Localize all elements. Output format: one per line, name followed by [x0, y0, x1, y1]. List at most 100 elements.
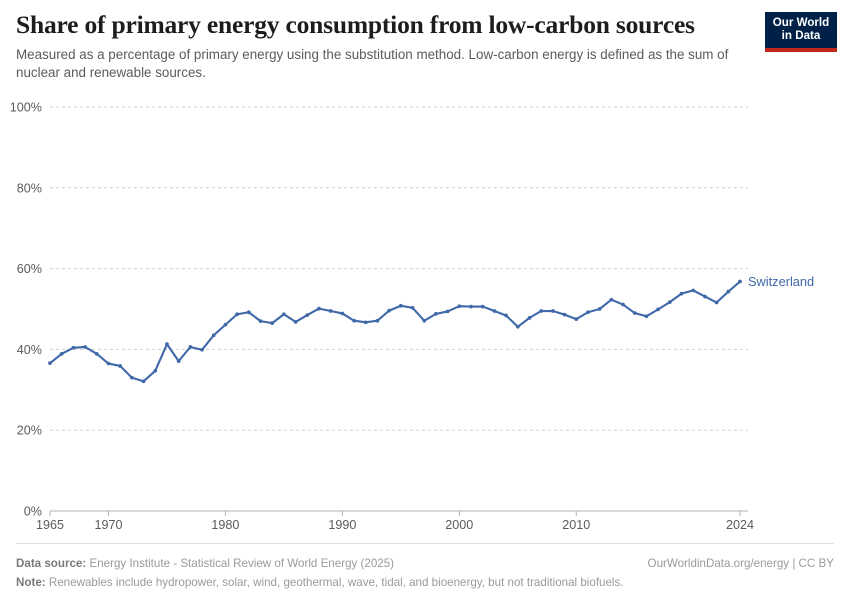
series-data-point[interactable] [714, 300, 719, 305]
x-axis-tick-label: 1990 [328, 518, 356, 532]
series-data-point[interactable] [305, 313, 310, 317]
owid-logo-line1: Our World [772, 16, 830, 30]
series-data-point[interactable] [586, 310, 590, 315]
x-axis-tick-label: 1965 [36, 518, 64, 532]
series-data-point[interactable] [422, 318, 427, 323]
series-data-point[interactable] [504, 313, 508, 318]
series-data-point[interactable] [153, 368, 158, 373]
series-data-point[interactable] [211, 333, 216, 338]
chart-x-axis [49, 510, 748, 516]
series-data-point[interactable] [317, 306, 321, 311]
series-data-point[interactable] [130, 375, 134, 380]
y-axis-tick-label: 80% [17, 181, 42, 195]
series-data-point[interactable] [597, 307, 602, 311]
series-data-point[interactable] [188, 345, 193, 349]
series-data-point[interactable] [118, 364, 123, 368]
series-data-point[interactable] [679, 291, 684, 296]
series-data-point[interactable] [59, 351, 64, 356]
series-data-point[interactable] [539, 309, 544, 313]
series-data-point[interactable] [492, 309, 497, 313]
series-data-point[interactable] [527, 316, 532, 320]
series-data-point[interactable] [165, 342, 169, 346]
chart-series-labels[interactable]: Switzerland [748, 274, 814, 289]
series-data-point[interactable] [270, 321, 275, 325]
series-data-point[interactable] [375, 318, 380, 323]
series-data-point[interactable] [726, 289, 731, 294]
series-data-point[interactable] [200, 347, 204, 352]
series-data-point[interactable] [703, 294, 707, 299]
series-data-point[interactable] [609, 297, 614, 302]
footer-divider [16, 543, 834, 544]
chart-series-group[interactable] [48, 279, 742, 384]
series-data-point[interactable] [551, 309, 555, 313]
chart-footer: Data source: Energy Institute - Statisti… [16, 557, 834, 589]
series-data-point[interactable] [106, 361, 111, 366]
series-data-point[interactable] [621, 302, 625, 307]
footer-note-row: Note: Renewables include hydropower, sol… [16, 576, 834, 589]
series-data-point[interactable] [328, 309, 333, 313]
x-axis-tick-label: 2024 [726, 518, 754, 532]
series-data-point[interactable] [632, 311, 637, 315]
chart-x-axis-labels: 1965 1970 1980 1990 2000 2010 2024 [36, 518, 754, 532]
series-data-point[interactable] [399, 303, 403, 308]
series-end-label[interactable]: Switzerland [748, 274, 814, 289]
series-data-point[interactable] [515, 324, 520, 329]
series-data-point[interactable] [738, 279, 742, 284]
series-data-point[interactable] [434, 312, 438, 316]
series-data-point[interactable] [94, 351, 99, 356]
series-data-point[interactable] [141, 379, 146, 384]
footer-source-text: Energy Institute - Statistical Review of… [89, 557, 395, 570]
owid-logo[interactable]: Our World in Data [765, 12, 837, 52]
chart-subtitle: Measured as a percentage of primary ener… [16, 47, 729, 81]
series-data-point[interactable] [656, 307, 660, 312]
footer-source-label: Data source: [16, 557, 87, 570]
series-data-point[interactable] [71, 345, 76, 350]
series-data-point[interactable] [235, 312, 239, 317]
x-axis-tick-label: 2010 [562, 518, 590, 532]
series-data-point[interactable] [48, 361, 52, 365]
series-data-point[interactable] [387, 308, 391, 313]
series-data-point[interactable] [644, 314, 649, 319]
series-data-point[interactable] [340, 311, 345, 316]
series-data-point[interactable] [258, 319, 263, 323]
series-data-point[interactable] [667, 300, 672, 304]
x-axis-tick-label: 2000 [445, 518, 473, 532]
owid-logo-line2: in Data [781, 29, 821, 42]
footer-source-row: Data source: Energy Institute - Statisti… [16, 557, 834, 570]
series-data-point[interactable] [410, 305, 415, 310]
y-axis-tick-label: 60% [17, 262, 42, 276]
series-data-point[interactable] [176, 359, 181, 363]
series-data-point[interactable] [363, 320, 368, 325]
chart-y-axis-labels: 0% 20% 40% 60% 80% 100% [10, 101, 42, 519]
page-title: Share of primary energy consumption from… [16, 10, 695, 39]
series-data-point[interactable] [574, 317, 579, 321]
series-data-point[interactable] [246, 310, 251, 315]
series-data-point[interactable] [457, 304, 462, 309]
series-line-switzerland[interactable] [48, 280, 742, 383]
footer-note: Note: Renewables include hydropower, sol… [16, 576, 624, 589]
footer-note-label: Note: [16, 576, 46, 589]
chart-gridlines [50, 106, 748, 431]
series-data-point[interactable] [562, 312, 567, 317]
series-data-point[interactable] [691, 288, 696, 293]
x-axis-tick-label: 1980 [211, 518, 239, 532]
y-axis-tick-label: 20% [17, 424, 42, 438]
footer-note-text: Renewables include hydropower, solar, wi… [48, 576, 624, 589]
x-axis-tick-label: 1970 [94, 518, 122, 532]
series-data-point[interactable] [480, 304, 485, 309]
series-data-point[interactable] [282, 312, 286, 317]
series-data-point[interactable] [83, 345, 87, 349]
y-axis-tick-label: 100% [10, 101, 42, 115]
footer-attribution[interactable]: OurWorldinData.org/energy | CC BY [647, 557, 834, 570]
series-data-point[interactable] [445, 309, 450, 314]
y-axis-tick-label: 0% [24, 505, 42, 519]
footer-source: Data source: Energy Institute - Statisti… [16, 557, 394, 570]
y-axis-tick-label: 40% [17, 343, 42, 357]
series-data-point[interactable] [469, 304, 473, 309]
series-data-point[interactable] [352, 318, 356, 323]
chart-header: Share of primary energy consumption from… [16, 10, 836, 83]
series-data-point[interactable] [223, 322, 228, 327]
series-data-point[interactable] [293, 320, 298, 324]
